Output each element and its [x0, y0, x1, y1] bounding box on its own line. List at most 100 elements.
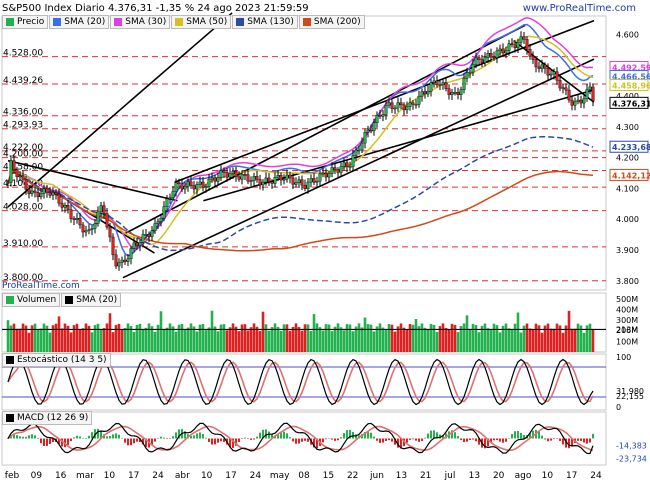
volume-bar [165, 327, 169, 352]
candle-up [204, 186, 208, 188]
macd-histogram-bar [421, 438, 423, 441]
value-badge-label: 4.233,68 [612, 143, 650, 152]
legend-label: SMA (200) [313, 17, 361, 27]
volume-legend-item[interactable]: Volumen [2, 293, 61, 307]
macd-histogram-bar [385, 438, 387, 441]
macd-histogram-bar [7, 438, 9, 439]
volume-legend: Volumen SMA (20) [2, 293, 122, 307]
volume-bar [465, 315, 469, 352]
trend-line [174, 19, 595, 183]
candle-up [273, 177, 277, 184]
panel-backgrounds [1, 15, 607, 466]
macd-histogram-bar [79, 436, 81, 439]
candle-down [27, 189, 31, 194]
macd-histogram-bar [199, 432, 201, 439]
price-legend-item[interactable]: SMA (30) [110, 15, 171, 29]
volume-bar [153, 331, 157, 352]
macd-histogram-bar [514, 431, 516, 439]
macd-histogram-bar [427, 433, 429, 439]
candle-up [519, 36, 523, 43]
candle-down [480, 59, 484, 63]
macd-histogram-bar [256, 436, 258, 439]
volume-bar [267, 330, 271, 352]
price-legend-item[interactable]: SMA (200) [298, 15, 365, 29]
volume-bar [420, 323, 424, 352]
macd-histogram-bar [541, 435, 543, 439]
volume-bar [84, 323, 88, 352]
candle-up [90, 228, 94, 230]
candle-up [366, 129, 370, 133]
x-tick-label: 21 [420, 471, 431, 481]
x-tick-label: 24 [250, 471, 262, 481]
x-tick-label: 24 [590, 471, 602, 481]
candle-up [561, 87, 565, 89]
volume-bar [483, 323, 487, 352]
macd-histogram-bar [592, 433, 594, 439]
volume-bar [222, 324, 226, 352]
volume-bar [216, 331, 220, 352]
candle-up [261, 181, 265, 186]
volume-bar [249, 327, 253, 352]
volume-bar [234, 326, 238, 352]
candle-down [303, 184, 307, 189]
macd-histogram-bar [460, 438, 462, 441]
macd-histogram-bar [259, 432, 261, 439]
volume-bar [57, 316, 61, 352]
volume-bar [36, 328, 40, 352]
website-link[interactable]: www.ProRealTime.com [522, 3, 636, 14]
volume-bar [570, 328, 574, 352]
volume-bar [96, 323, 100, 352]
volume-bar [540, 332, 544, 352]
candle-up [297, 179, 301, 183]
candle-down [279, 175, 283, 181]
candle-down [246, 174, 250, 182]
volume-bar [333, 326, 337, 352]
macd-histogram-bar [13, 434, 15, 439]
volume-bar [378, 323, 382, 352]
macd-histogram-bar [406, 438, 408, 443]
macd-histogram-bar [556, 438, 558, 439]
candle-up [84, 230, 88, 233]
macd-histogram-bar [553, 438, 555, 440]
candle-up [474, 57, 478, 65]
macd-histogram-bar [118, 434, 120, 439]
macd-histogram-bar [205, 437, 207, 439]
price-legend-item[interactable]: SMA (50) [171, 15, 232, 29]
price-tick-label: 4.100 [616, 184, 639, 193]
volume-bar [81, 328, 85, 352]
legend-label: Volumen [17, 295, 57, 305]
candle-up [573, 101, 577, 106]
candle-down [291, 177, 295, 185]
candle-down [60, 202, 64, 208]
stoch-legend-item[interactable]: Estocástico (14 3 5) [2, 353, 111, 367]
price-legend-item[interactable]: Precio [2, 15, 49, 29]
trend-line [7, 159, 178, 202]
legend-swatch [6, 356, 14, 364]
volume-bar [294, 323, 298, 352]
candle-down [189, 181, 193, 186]
candle-up [459, 89, 463, 95]
macd-histogram-bar [265, 429, 267, 439]
macd-histogram-bar [475, 438, 477, 442]
candle-down [234, 170, 238, 178]
candle-down [237, 176, 241, 180]
support-label: 4.528,00 [3, 49, 43, 59]
macd-histogram-bar [250, 438, 252, 440]
volume-bar [528, 328, 532, 352]
volume-bar [309, 330, 313, 352]
volume-bar [423, 327, 427, 352]
volume-bar [345, 324, 349, 352]
candle-down [78, 217, 82, 226]
volume-legend-item[interactable]: SMA (20) [61, 293, 122, 307]
candle-down [399, 102, 403, 106]
macd-legend-item[interactable]: MACD (12 26 9) [2, 411, 93, 425]
candle-up [63, 205, 67, 208]
macd-histogram-bar [139, 438, 141, 443]
volume-tick-label: 300M [616, 316, 638, 325]
candle-down [270, 181, 274, 184]
candle-up [420, 91, 424, 97]
price-legend-item[interactable]: SMA (20) [49, 15, 110, 29]
macd-histogram-bar [397, 438, 399, 448]
volume-bar [336, 323, 340, 352]
price-legend-item[interactable]: SMA (130) [232, 15, 298, 29]
